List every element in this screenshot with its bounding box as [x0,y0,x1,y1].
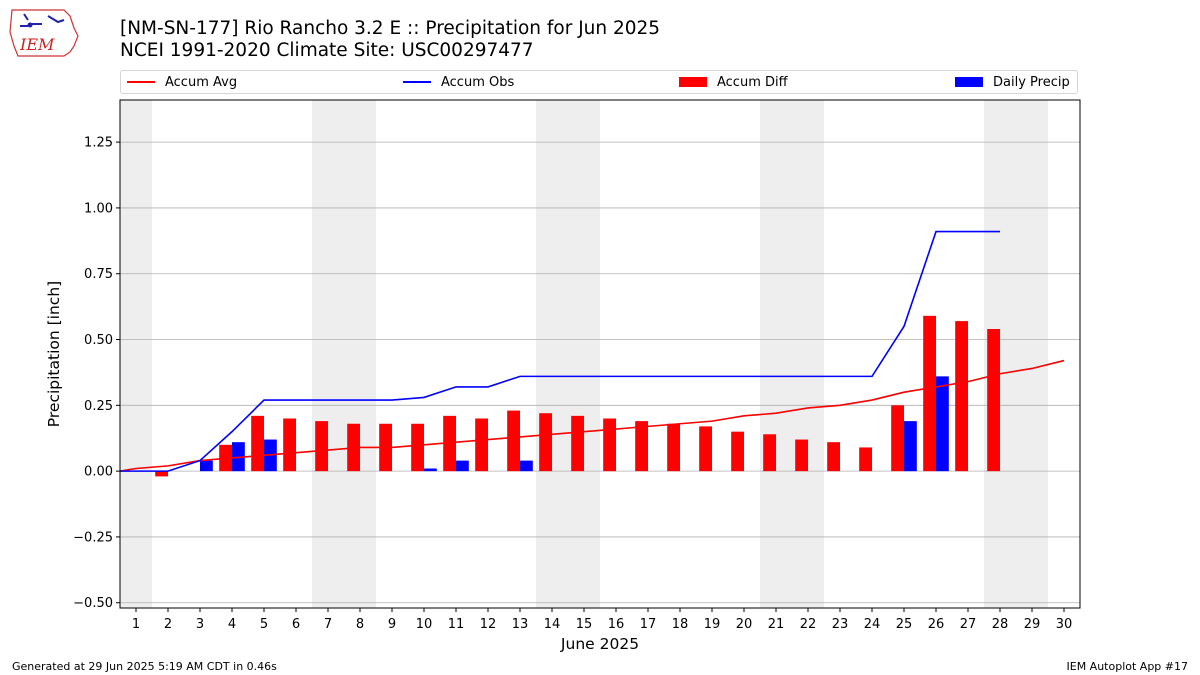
legend-accum-diff-swatch [679,77,707,87]
x-tick-label-27: 27 [960,617,977,632]
x-tick-label-9: 9 [388,617,396,632]
y-tick-label-7: 1.25 [84,136,113,151]
accum-diff-bar-day-2 [155,471,168,477]
accum-obs-line [120,230,1000,472]
x-tick-label-3: 3 [196,617,204,632]
legend-accum-diff-label: Accum Diff [717,74,788,90]
accum-avg-line [119,359,1065,472]
accum-diff-bar-day-16 [603,418,616,472]
x-tick-label-6: 6 [292,617,300,632]
x-tick-label-29: 29 [1024,617,1041,632]
y-tick-label-3: 0.25 [84,399,113,414]
daily-precip-bar-day-13 [520,460,533,472]
chart-subtitle: NCEI 1991-2020 Climate Site: USC00297477 [120,40,534,61]
legend-accum-obs: Accum Obs [403,71,514,93]
x-axis-label: June 2025 [560,635,639,653]
y-tick-label-5: 0.75 [84,267,113,282]
x-tick-label-19: 19 [704,617,721,632]
y-tick-label-1: −0.25 [73,530,113,545]
accum-diff-bar-day-5 [251,415,264,472]
x-tick-label-14: 14 [544,617,561,632]
chart-legend: Accum Avg Accum Obs Accum Diff Daily Pre… [120,70,1078,94]
legend-daily-precip: Daily Precip [955,71,1070,93]
accum-diff-bar-day-19 [699,426,712,472]
y-tick-label-4: 0.50 [84,333,113,348]
weekend-shade-day-7 [312,100,344,608]
x-tick-label-5: 5 [260,617,268,632]
weekend-shade-day-15 [568,100,600,608]
accum-diff-bar-day-27 [955,321,968,472]
logo-text: IEM [19,35,55,54]
footer-app: IEM Autoplot App #17 [1066,660,1189,673]
daily-precip-bar-day-10 [424,468,437,472]
x-tick-label-18: 18 [672,617,689,632]
x-tick-label-21: 21 [768,617,785,632]
accum-diff-bar-day-20 [731,431,744,472]
y-tick-label-6: 1.00 [84,201,113,216]
chart-title: [NM-SN-177] Rio Rancho 3.2 E :: Precipit… [120,18,661,39]
accum-diff-bar-day-13 [507,410,520,472]
x-tick-label-2: 2 [164,617,172,632]
accum-diff-bar-day-12 [475,418,488,472]
y-axis-label: Precipitation [inch] [45,281,63,427]
accum-diff-bar-day-24 [859,447,872,472]
weekend-shade-day-22 [792,100,824,608]
x-tick-label-28: 28 [992,617,1009,632]
accum-diff-bar-day-26 [923,315,936,472]
legend-daily-precip-swatch [955,77,983,87]
weekend-shade-day-8 [344,100,376,608]
x-tick-label-23: 23 [832,617,849,632]
x-tick-label-25: 25 [896,617,913,632]
legend-daily-precip-label: Daily Precip [993,74,1070,90]
x-tick-label-11: 11 [448,617,465,632]
footer-generated: Generated at 29 Jun 2025 5:19 AM CDT in … [12,660,277,673]
accum-diff-bar-day-23 [827,442,840,472]
accum-diff-bar-day-18 [667,423,680,472]
weekend-shade-day-1 [120,100,152,608]
legend-accum-obs-label: Accum Obs [441,74,515,90]
daily-precip-bar-day-3 [200,460,213,472]
daily-precip-bar-day-26 [936,376,949,472]
accum-diff-bar-day-7 [315,421,328,472]
accum-diff-bar-day-21 [763,434,776,472]
daily-precip-bar-day-25 [904,421,917,472]
x-tick-label-16: 16 [608,617,625,632]
accum-diff-bar-day-6 [283,418,296,472]
legend-accum-avg: Accum Avg [127,71,237,93]
x-tick-label-8: 8 [356,617,364,632]
x-tick-label-22: 22 [800,617,817,632]
x-tick-label-10: 10 [416,617,433,632]
iem-logo: IEM [9,9,79,57]
daily-precip-bar-day-11 [456,460,469,472]
accum-diff-bar-day-14 [539,413,552,472]
weekend-shade-day-21 [760,100,792,608]
x-tick-label-1: 1 [132,617,140,632]
x-tick-label-12: 12 [480,617,497,632]
y-tick-label-2: 0.00 [84,465,113,480]
x-tick-label-15: 15 [576,617,593,632]
x-tick-label-13: 13 [512,617,529,632]
weekend-shade-day-29 [1016,100,1048,608]
accum-diff-bar-day-17 [635,421,648,472]
accum-diff-bar-day-22 [795,439,808,472]
plot-frame [119,99,1081,609]
x-tick-label-17: 17 [640,617,657,632]
weekend-shade-day-14 [536,100,568,608]
legend-accum-avg-label: Accum Avg [165,74,238,90]
accum-diff-bar-day-15 [571,415,584,472]
legend-accum-diff: Accum Diff [679,71,788,93]
x-tick-label-26: 26 [928,617,945,632]
x-tick-label-30: 30 [1056,617,1073,632]
x-tick-label-4: 4 [228,617,236,632]
accum-diff-bar-day-10 [411,423,424,472]
accum-diff-bar-day-28 [987,328,1000,472]
x-tick-label-24: 24 [864,617,881,632]
legend-accum-avg-swatch [127,81,155,83]
x-tick-label-7: 7 [324,617,332,632]
accum-diff-bar-day-25 [891,405,904,472]
y-tick-label-0: −0.50 [73,596,113,611]
x-tick-label-20: 20 [736,617,753,632]
legend-accum-obs-swatch [403,81,431,83]
